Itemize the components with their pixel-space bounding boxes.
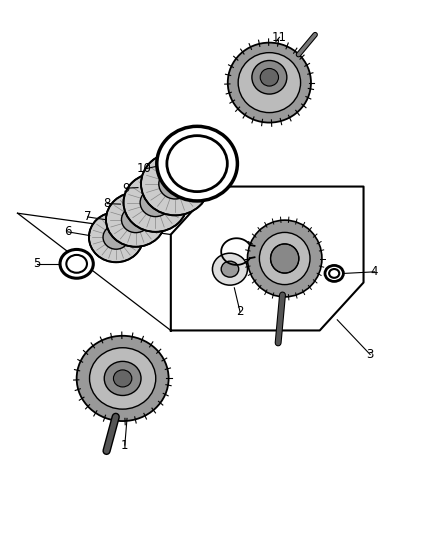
Ellipse shape [159, 169, 191, 199]
Ellipse shape [167, 136, 227, 192]
Ellipse shape [329, 269, 339, 278]
Ellipse shape [77, 336, 169, 421]
Ellipse shape [157, 126, 237, 201]
Ellipse shape [260, 68, 279, 86]
Ellipse shape [60, 249, 93, 278]
Text: 2: 2 [236, 305, 244, 318]
Text: 8: 8 [104, 197, 111, 210]
Ellipse shape [89, 212, 143, 262]
Ellipse shape [121, 207, 150, 232]
Ellipse shape [238, 53, 300, 112]
Ellipse shape [212, 253, 247, 285]
Ellipse shape [89, 348, 156, 409]
Ellipse shape [259, 232, 310, 285]
Text: 11: 11 [272, 31, 287, 44]
Ellipse shape [103, 225, 129, 249]
Ellipse shape [104, 361, 141, 395]
Ellipse shape [221, 261, 239, 277]
Ellipse shape [228, 43, 311, 123]
Ellipse shape [252, 60, 287, 94]
Ellipse shape [247, 220, 322, 297]
Ellipse shape [66, 255, 87, 273]
Ellipse shape [113, 370, 132, 387]
Ellipse shape [325, 265, 343, 281]
Ellipse shape [140, 189, 171, 216]
Text: 3: 3 [367, 348, 374, 361]
Text: 7: 7 [84, 211, 92, 223]
Text: 6: 6 [64, 225, 72, 238]
Text: 10: 10 [137, 163, 152, 175]
Ellipse shape [271, 244, 299, 273]
Text: 9: 9 [122, 182, 130, 195]
Ellipse shape [124, 173, 187, 232]
Text: 4: 4 [371, 265, 378, 278]
Text: 1: 1 [121, 439, 129, 451]
Ellipse shape [141, 152, 209, 215]
Text: 5: 5 [34, 257, 41, 270]
Ellipse shape [106, 192, 166, 247]
